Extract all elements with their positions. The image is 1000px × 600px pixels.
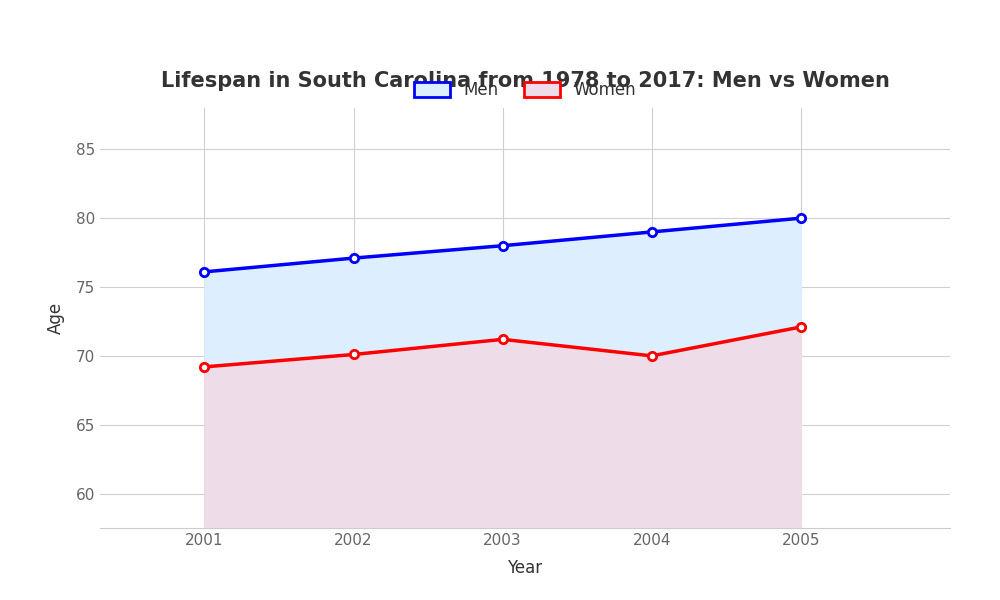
Men (646, 229, 658, 236)
Women (646, 352, 658, 359)
Women (198, 363, 210, 370)
Legend: Men, Women: Men, Women (407, 74, 643, 106)
X-axis label: Year: Year (507, 559, 543, 577)
Women (497, 336, 509, 343)
Y-axis label: Age: Age (47, 302, 65, 334)
Women (348, 351, 360, 358)
Line: Women: Women (200, 323, 805, 371)
Title: Lifespan in South Carolina from 1978 to 2017: Men vs Women: Lifespan in South Carolina from 1978 to … (161, 71, 889, 91)
Men (497, 242, 509, 250)
Men (198, 268, 210, 275)
Line: Men: Men (200, 214, 805, 276)
Women (795, 323, 807, 331)
Men (795, 215, 807, 222)
Men (348, 254, 360, 262)
